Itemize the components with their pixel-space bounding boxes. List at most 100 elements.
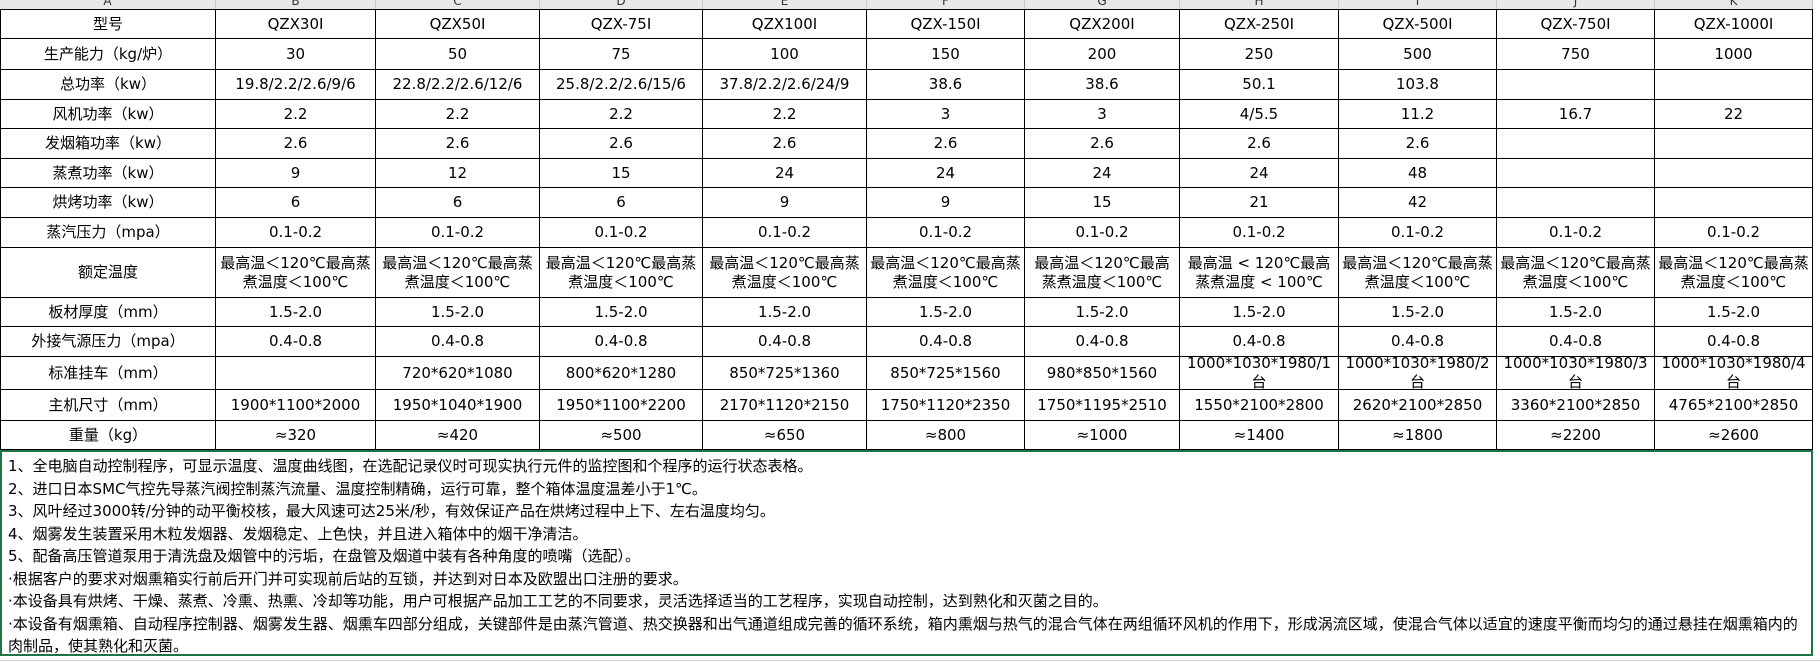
cell: [1655, 129, 1813, 159]
cell: 24: [1180, 159, 1339, 188]
row-label: 主机尺寸（mm）: [0, 390, 216, 421]
cell: 980*850*1560: [1025, 357, 1180, 390]
cell: 1.5-2.0: [1339, 298, 1497, 327]
cell: 2170*1120*2150: [703, 390, 867, 421]
cell: [1655, 188, 1813, 218]
cell: 最高温＜120℃最高蒸煮温度＜100℃: [376, 248, 540, 298]
grid-line: [0, 660, 1820, 661]
cell: ≈500: [540, 421, 703, 450]
cell: 0.4-0.8: [1180, 327, 1339, 357]
cell: 2.6: [216, 129, 376, 159]
cell: 38.6: [867, 70, 1025, 100]
cell: 2.6: [376, 129, 540, 159]
cell: 21: [1180, 188, 1339, 218]
cell: 2.2: [540, 100, 703, 129]
cell: 最高温＜120℃最高蒸煮温度＜100℃: [1655, 248, 1813, 298]
note-line: ·根据客户的要求对烟熏箱实行前后开门并可实现前后站的互锁，并达到对日本及欧盟出口…: [8, 569, 688, 588]
cell: QZX200I: [1025, 9, 1180, 39]
cell: 720*620*1080: [376, 357, 540, 390]
cell: 30: [216, 39, 376, 70]
cell: 1.5-2.0: [1025, 298, 1180, 327]
cell: 1000: [1655, 39, 1813, 70]
cell: 最高温＜120℃最高蒸煮温度＜100℃: [216, 248, 376, 298]
cell: 9: [703, 188, 867, 218]
cell: QZX-750I: [1497, 9, 1655, 39]
cell: 0.4-0.8: [540, 327, 703, 357]
cell: 0.1-0.2: [867, 218, 1025, 248]
cell: 42: [1339, 188, 1497, 218]
cell: 11.2: [1339, 100, 1497, 129]
cell: 50: [376, 39, 540, 70]
cell: 24: [1025, 159, 1180, 188]
cell: 1550*2100*2800: [1180, 390, 1339, 421]
notes-box: 1、全电脑自动控制程序，可显示温度、温度曲线图，在选配记录仪时可现实执行元件的监…: [0, 450, 1813, 656]
cell: 6: [376, 188, 540, 218]
cell: 1000*1030*1980/2台: [1339, 357, 1497, 390]
cell: 0.1-0.2: [1339, 218, 1497, 248]
cell: QZX30I: [216, 9, 376, 39]
cell: 2.2: [216, 100, 376, 129]
cell: 3360*2100*2850: [1497, 390, 1655, 421]
cell: 48: [1339, 159, 1497, 188]
cell: 2.6: [703, 129, 867, 159]
column-letter: C: [376, 0, 540, 9]
cell: 16.7: [1497, 100, 1655, 129]
row-label: 烘烤功率（kw）: [0, 188, 216, 218]
cell: 0.4-0.8: [1497, 327, 1655, 357]
cell: 2.6: [867, 129, 1025, 159]
row-label: 标准挂车（mm）: [0, 357, 216, 390]
note-line: 5、配备高压管道泵用于清洗盘及烟管中的污垢，在盘管及烟道中装有各种角度的喷嘴（选…: [8, 547, 641, 565]
cell: 1.5-2.0: [540, 298, 703, 327]
cell: 0.4-0.8: [216, 327, 376, 357]
column-letter: E: [703, 0, 867, 9]
cell: 0.1-0.2: [216, 218, 376, 248]
row-label: 总功率（kw）: [0, 70, 216, 100]
cell: 1950*1100*2200: [540, 390, 703, 421]
row-label: 蒸煮功率（kw）: [0, 159, 216, 188]
cell: 150: [867, 39, 1025, 70]
cell: ≈650: [703, 421, 867, 450]
cell: 0.1-0.2: [1025, 218, 1180, 248]
cell: 1.5-2.0: [1655, 298, 1813, 327]
cell: 250: [1180, 39, 1339, 70]
cell: QZX-75I: [540, 9, 703, 39]
cell: 850*725*1360: [703, 357, 867, 390]
cell: 6: [540, 188, 703, 218]
cell: QZX-150I: [867, 9, 1025, 39]
cell: 15: [540, 159, 703, 188]
cell: 2.6: [1025, 129, 1180, 159]
cell: QZX50I: [376, 9, 540, 39]
cell: 0.1-0.2: [1180, 218, 1339, 248]
cell: ≈1800: [1339, 421, 1497, 450]
cell: 1000*1030*1980/4台: [1655, 357, 1813, 390]
cell: 0.4-0.8: [1655, 327, 1813, 357]
cell: QZX100I: [703, 9, 867, 39]
cell: 1000*1030*1980/3台: [1497, 357, 1655, 390]
cell: 0.4-0.8: [376, 327, 540, 357]
cell: [1655, 70, 1813, 100]
cell: 37.8/2.2/2.6/24/9: [703, 70, 867, 100]
column-letter: J: [1497, 0, 1655, 9]
cell: 1.5-2.0: [216, 298, 376, 327]
cell: QZX-1000I: [1655, 9, 1813, 39]
row-label: 重量（kg）: [0, 421, 216, 450]
cell: QZX-500I: [1339, 9, 1497, 39]
cell: 800*620*1280: [540, 357, 703, 390]
cell: 最高温＜120℃最高蒸煮温度＜100℃: [1497, 248, 1655, 298]
cell: 2.2: [703, 100, 867, 129]
cell: ≈420: [376, 421, 540, 450]
cell: ≈320: [216, 421, 376, 450]
cell: [1497, 188, 1655, 218]
cell: 24: [703, 159, 867, 188]
cell: ≈2200: [1497, 421, 1655, 450]
cell: 500: [1339, 39, 1497, 70]
note-line: 4、烟雾发生装置采用木粒发烟器、发烟稳定、上色快，并且进入箱体中的烟干净清洁。: [8, 524, 588, 543]
note-line: ·本设备有烟熏箱、自动程序控制器、烟雾发生器、烟熏车四部分组成，关键部件是由蒸汽…: [8, 614, 1798, 655]
cell: 15: [1025, 188, 1180, 218]
row-label: 型号: [0, 9, 216, 39]
row-label: 生产能力（kg/炉）: [0, 39, 216, 70]
cell: 1.5-2.0: [867, 298, 1025, 327]
cell: 4/5.5: [1180, 100, 1339, 129]
cell: 9: [216, 159, 376, 188]
